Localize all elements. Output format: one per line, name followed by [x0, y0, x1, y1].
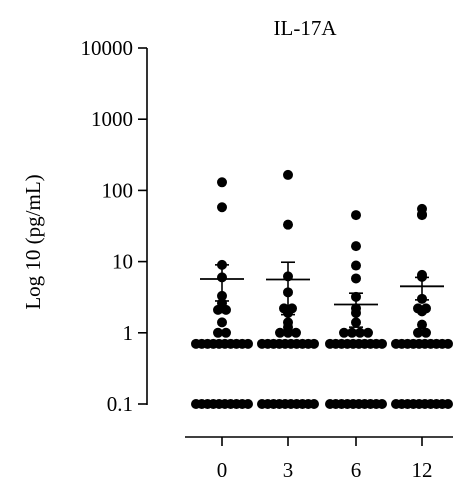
y-axis-ticks: 0.1 1 10 100 1000 10000: [81, 36, 147, 416]
data-point: [283, 219, 293, 230]
x-tick-label: 0: [217, 458, 228, 482]
data-point: [243, 338, 253, 349]
x-axis-ticks: 0 3 6 12: [217, 437, 433, 482]
data-point: [309, 338, 319, 349]
data-point: [283, 322, 293, 333]
y-tick-label: 1: [123, 321, 134, 345]
data-point: [421, 303, 431, 314]
data-point: [377, 399, 387, 409]
data-point: [243, 399, 253, 409]
data-point: [217, 317, 227, 328]
data-point: [351, 273, 361, 284]
mean-sem-bars: [200, 261, 444, 328]
data-points: [191, 169, 453, 409]
data-point: [339, 327, 349, 338]
data-point: [351, 260, 361, 271]
data-point: [377, 338, 387, 349]
data-point: [221, 327, 231, 338]
data-point: [443, 399, 453, 409]
data-point: [413, 303, 423, 314]
data-point: [421, 327, 431, 338]
data-point: [351, 241, 361, 252]
data-point: [291, 327, 301, 338]
x-tick-label: 3: [283, 458, 294, 482]
x-tick-label: 12: [412, 458, 433, 482]
y-tick-label: 0.1: [107, 392, 133, 416]
y-tick-label: 100: [102, 178, 134, 202]
data-point: [443, 338, 453, 349]
data-point: [275, 327, 285, 338]
data-point: [217, 303, 227, 314]
data-point: [213, 327, 223, 338]
data-point: [413, 327, 423, 338]
data-point: [283, 169, 293, 180]
data-point: [355, 327, 365, 338]
y-tick-label: 10000: [81, 36, 134, 60]
data-point: [217, 202, 227, 213]
data-point: [217, 177, 227, 188]
chart-title: IL-17A: [274, 16, 338, 40]
y-axis-label: Log 10 (pg/mL): [21, 174, 45, 309]
data-point: [309, 399, 319, 409]
x-tick-label: 6: [351, 458, 362, 482]
data-point: [347, 327, 357, 338]
data-point: [351, 210, 361, 221]
data-point: [363, 327, 373, 338]
data-point: [417, 319, 427, 330]
data-point: [417, 203, 427, 214]
y-tick-label: 1000: [91, 107, 133, 131]
y-tick-label: 10: [112, 250, 133, 274]
